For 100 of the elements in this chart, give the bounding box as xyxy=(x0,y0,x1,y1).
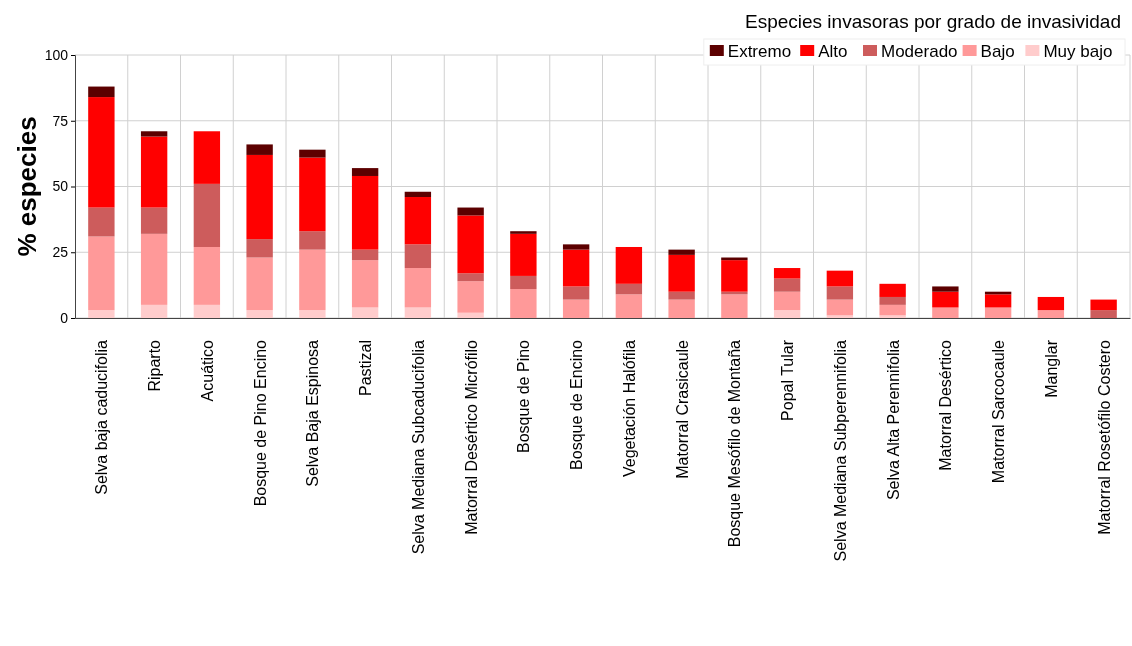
legend-label: Alto xyxy=(818,42,848,61)
bar xyxy=(510,231,537,234)
y-tick-label: 100 xyxy=(44,46,69,63)
x-tick-label: Matorral Rosetófilo Costero xyxy=(1095,339,1113,535)
bar xyxy=(773,310,801,318)
bar xyxy=(510,233,537,276)
x-tick-label: Bosque de Pino Encino xyxy=(251,339,269,507)
x-tick-label: Acuático xyxy=(198,339,216,402)
y-tick-label: 50 xyxy=(52,178,69,195)
legend-title: Especies invasoras por grado de invasividad xyxy=(745,11,1121,32)
bar xyxy=(826,286,854,300)
bar xyxy=(457,273,484,282)
bar xyxy=(562,299,590,318)
bar xyxy=(246,239,273,258)
x-tick-label: Bosque Mesófilo de Montaña xyxy=(726,339,744,548)
bar xyxy=(246,310,273,318)
bar xyxy=(773,278,801,292)
bar xyxy=(299,310,326,318)
bar xyxy=(668,291,695,300)
bar xyxy=(351,260,379,308)
x-tick-label: Riparto xyxy=(146,339,164,392)
bar xyxy=(351,307,379,318)
x-tick-label: Bosque de Encino xyxy=(568,339,586,470)
x-tick-label: Matorral Desértico xyxy=(937,339,955,471)
bar xyxy=(88,86,115,98)
bar xyxy=(246,257,273,311)
bar xyxy=(299,231,326,250)
bar xyxy=(457,281,484,313)
x-tick-label: Vegetación Halófila xyxy=(620,339,638,477)
y-tick-label: 75 xyxy=(52,112,69,129)
bar xyxy=(299,149,326,158)
bar xyxy=(826,315,854,318)
bar xyxy=(88,236,115,311)
x-tick-label: Matorral Crasicaule xyxy=(673,339,691,479)
bar xyxy=(193,131,221,184)
x-tick-label: Bosque de Pino xyxy=(515,339,533,453)
bar xyxy=(668,299,695,318)
x-tick-label: Matorral Desértico Micrófilo xyxy=(462,339,480,535)
bar xyxy=(193,304,221,318)
legend-label: Moderado xyxy=(881,42,958,61)
x-tick-label: Pastizal xyxy=(357,340,375,397)
bar xyxy=(562,286,590,300)
x-tick-label: Popal Tular xyxy=(779,339,797,421)
bar xyxy=(932,286,959,292)
bar xyxy=(193,246,221,305)
bar xyxy=(668,249,695,255)
legend-label: Muy bajo xyxy=(1043,42,1113,61)
bar xyxy=(932,307,959,318)
bar xyxy=(140,131,168,137)
bar xyxy=(668,254,695,292)
bar xyxy=(615,283,643,295)
bar xyxy=(404,244,432,269)
bar xyxy=(1037,310,1065,318)
bar xyxy=(932,291,959,308)
x-tick-label: Selva baja caducifolia xyxy=(93,339,111,495)
bar xyxy=(457,312,484,318)
bar xyxy=(879,315,906,318)
bar xyxy=(984,307,1012,318)
bar xyxy=(404,197,432,245)
legend-label: Extremo xyxy=(727,42,792,61)
bar xyxy=(404,268,432,308)
bar xyxy=(1090,299,1117,311)
bar xyxy=(193,183,221,247)
bar xyxy=(404,307,432,318)
bar xyxy=(457,207,484,216)
x-tick-label: Selva Mediana Subcaducifolia xyxy=(409,339,427,555)
x-tick-label: Matorral Sarcocaule xyxy=(990,339,1008,484)
bar xyxy=(721,294,748,318)
bar xyxy=(88,97,115,208)
bar xyxy=(984,294,1012,308)
y-tick-label: 25 xyxy=(52,244,69,261)
bar xyxy=(879,283,906,297)
bar xyxy=(773,268,801,279)
x-tick-label: Selva Baja Espinosa xyxy=(304,339,322,487)
bar xyxy=(562,249,590,287)
legend-label: Bajo xyxy=(980,42,1015,61)
bar xyxy=(299,157,326,232)
bar xyxy=(246,144,273,155)
bar xyxy=(246,154,273,240)
bar xyxy=(88,310,115,318)
bar xyxy=(140,207,168,234)
bar xyxy=(562,244,590,250)
bar xyxy=(879,304,906,316)
x-tick-label: Manglar xyxy=(1042,339,1060,398)
bar xyxy=(351,175,379,250)
bar xyxy=(88,207,115,237)
bar xyxy=(1090,310,1117,318)
x-tick-label: Selva Mediana Subperennifolia xyxy=(831,339,849,562)
bar xyxy=(1037,296,1065,311)
y-tick-label: 0 xyxy=(60,309,69,326)
bar xyxy=(826,270,854,287)
bar xyxy=(351,249,379,261)
y-axis-title: % especies xyxy=(12,116,42,257)
bar xyxy=(879,296,906,305)
bar xyxy=(299,249,326,311)
bar xyxy=(457,215,484,274)
bar xyxy=(140,304,168,318)
bar xyxy=(140,233,168,305)
bar xyxy=(721,260,748,292)
bar xyxy=(826,299,854,316)
